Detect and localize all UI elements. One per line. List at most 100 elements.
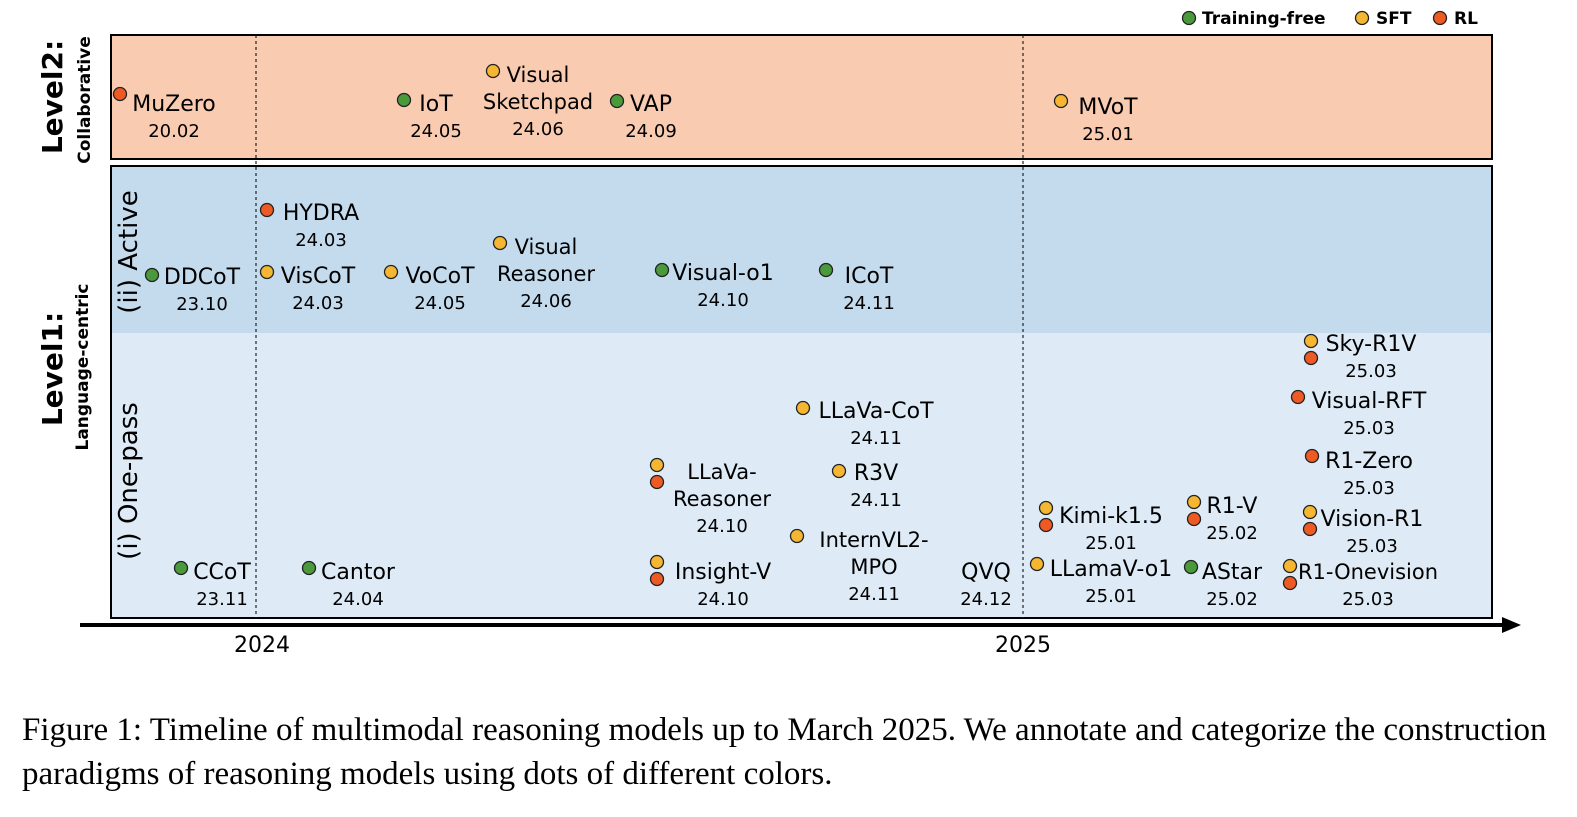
vision-r1-dot-rl — [1302, 521, 1318, 537]
llava-reasoner-name: LLaVa- — [687, 460, 756, 484]
model-iot: IoT 24.05 — [396, 92, 462, 142]
mvot-dot-sft — [1053, 93, 1069, 109]
model-viscot: VisCoT 24.03 — [259, 264, 356, 314]
model-llamav-o1: LLamaV-o1 25.01 — [1029, 556, 1172, 607]
ccot-date: 23.11 — [196, 589, 248, 610]
kimi-k1-5-name: Kimi-k1.5 — [1059, 504, 1163, 529]
muzero-name: MuZero — [132, 92, 216, 117]
legend-label-rl: RL — [1454, 9, 1478, 29]
model-cantor: Cantor 24.04 — [301, 560, 396, 610]
year-label-2025: 2025 — [995, 633, 1051, 658]
r1-zero-date: 25.03 — [1343, 478, 1395, 499]
cantor-date: 24.04 — [332, 589, 384, 610]
mvot-name: MVoT — [1078, 95, 1138, 120]
r1-v-dot-sft — [1186, 494, 1202, 510]
insight-v-date: 24.10 — [697, 589, 749, 610]
llava-reasoner-name: Reasoner — [673, 487, 771, 511]
model-vocot: VoCoT 24.05 — [383, 264, 475, 314]
model-visual-o1: Visual-o1 24.10 — [654, 261, 774, 311]
model-mvot: MVoT 25.01 — [1053, 93, 1138, 145]
time-axis-arrowhead — [1502, 617, 1521, 633]
legend-label-sft: SFT — [1376, 9, 1412, 29]
model-llava-cot: LLaVa-CoT 24.11 — [795, 399, 934, 449]
vocot-name: VoCoT — [405, 264, 475, 289]
muzero-date: 20.02 — [148, 121, 200, 142]
visual-sketchpad-name: Visual — [507, 63, 570, 87]
insight-v-dot-rl — [649, 571, 665, 587]
model-r3v: R3V 24.11 — [831, 461, 902, 511]
model-vision-r1: Vision-R1 25.03 — [1302, 504, 1424, 557]
viscot-date: 24.03 — [292, 293, 344, 314]
model-r1-v: R1-V 25.02 — [1186, 494, 1258, 544]
viscot-name: VisCoT — [281, 264, 356, 289]
icot-dot-training-free — [818, 262, 834, 278]
astar-name: AStar — [1202, 560, 1263, 585]
llava-reasoner-dot-sft — [649, 457, 665, 473]
timeline-diagram: 2024 2025 Level2: Collaborative Level1: … — [36, 9, 1521, 658]
ddcot-name: DDCoT — [164, 265, 241, 290]
visual-rft-dot-rl — [1290, 389, 1306, 405]
legend-dot-rl — [1432, 10, 1448, 26]
internvl2-mpo-name: InternVL2- — [819, 528, 928, 552]
model-r1-zero: R1-Zero 25.03 — [1304, 448, 1413, 499]
level1-subtitle: Language-centric — [73, 283, 93, 450]
icot-date: 24.11 — [843, 293, 895, 314]
level2-title: Level2: — [36, 40, 69, 154]
r3v-dot-sft — [831, 463, 847, 479]
ccot-dot-training-free — [173, 560, 189, 576]
hydra-dot-rl — [259, 202, 275, 218]
visual-rft-name: Visual-RFT — [1312, 389, 1427, 414]
icot-name: ICoT — [845, 264, 894, 289]
ddcot-date: 23.10 — [176, 294, 228, 315]
llava-cot-date: 24.11 — [850, 428, 902, 449]
vision-r1-date: 25.03 — [1346, 536, 1398, 557]
model-llava-reasoner: LLaVa- Reasoner 24.10 — [649, 457, 771, 537]
legend-dot-training-free — [1181, 10, 1197, 26]
model-qvq: QVQ 24.12 — [960, 560, 1012, 610]
model-visual-sketchpad: Visual Sketchpad 24.06 — [483, 63, 593, 140]
model-sky-r1v: Sky-R1V 25.03 — [1303, 332, 1416, 382]
qvq-date: 24.12 — [960, 589, 1012, 610]
insight-v-dot-sft — [649, 554, 665, 570]
kimi-k1-5-dot-rl — [1038, 517, 1054, 533]
sky-r1v-dot-sft — [1303, 333, 1319, 349]
vision-r1-name: Vision-R1 — [1321, 507, 1424, 532]
sky-r1v-dot-rl — [1303, 350, 1319, 366]
visual-reasoner-name: Visual — [515, 235, 578, 259]
visual-sketchpad-date: 24.06 — [512, 119, 564, 140]
llava-reasoner-date: 24.10 — [696, 516, 748, 537]
r1-onevision-dot-sft — [1282, 558, 1298, 574]
onepass-row-panel — [111, 333, 1492, 618]
vap-dot-training-free — [609, 93, 625, 109]
visual-o1-date: 24.10 — [697, 290, 749, 311]
astar-date: 25.02 — [1206, 589, 1258, 610]
visual-rft-date: 25.03 — [1343, 418, 1395, 439]
cantor-dot-training-free — [301, 560, 317, 576]
llava-reasoner-dot-rl — [649, 474, 665, 490]
iot-date: 24.05 — [410, 121, 462, 142]
vap-date: 24.09 — [625, 121, 677, 142]
hydra-name: HYDRA — [283, 201, 359, 226]
r1-onevision-dot-rl — [1282, 575, 1298, 591]
row-label-onepass: (i) One-pass — [114, 402, 144, 560]
model-hydra: HYDRA 24.03 — [259, 201, 359, 251]
level2-panel — [110, 34, 1493, 160]
vocot-dot-sft — [383, 264, 399, 280]
kimi-k1-5-date: 25.01 — [1085, 533, 1137, 554]
r1-v-name: R1-V — [1207, 494, 1258, 519]
model-astar: AStar 25.02 — [1183, 559, 1263, 610]
level1-title: Level1: — [36, 312, 69, 426]
level2-subtitle: Collaborative — [75, 36, 95, 164]
model-muzero: MuZero 20.02 — [112, 86, 216, 142]
model-kimi-k1-5: Kimi-k1.5 25.01 — [1038, 500, 1163, 554]
legend-dot-sft — [1354, 10, 1370, 26]
level1-panel-border — [110, 165, 1493, 619]
iot-name: IoT — [419, 92, 453, 117]
legend: Training-free SFT RL — [1181, 9, 1478, 29]
visual-o1-name: Visual-o1 — [672, 261, 773, 286]
muzero-dot-rl — [112, 86, 128, 102]
llamav-o1-dot-sft — [1029, 556, 1045, 572]
model-entries: MuZero20.02IoT24.05VisualSketchpad24.06V… — [112, 63, 1438, 610]
visual-reasoner-dot-sft — [492, 235, 508, 251]
iot-dot-training-free — [396, 92, 412, 108]
